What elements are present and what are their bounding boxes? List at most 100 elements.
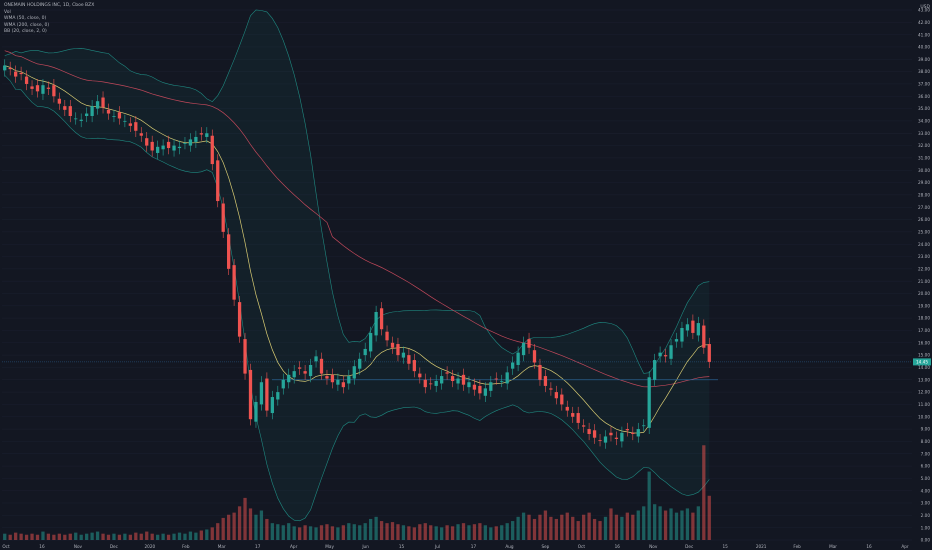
x-tick-label: 16 (39, 544, 45, 549)
volume-bar (494, 526, 498, 540)
volume-bar (663, 510, 668, 540)
candle-body (156, 146, 160, 153)
y-tick-label: 30.00 (918, 168, 930, 173)
candle-body (527, 339, 531, 348)
candle-body (166, 141, 171, 149)
volume-bar (19, 533, 23, 540)
x-tick-label: Feb (182, 544, 190, 549)
volume-bar (35, 534, 40, 540)
volume-bar (505, 523, 509, 540)
wma200-line (4, 50, 710, 388)
y-tick-label: 4.00 (921, 488, 931, 493)
x-tick-label: 15 (399, 544, 405, 549)
volume-bar (625, 512, 629, 540)
volume-bar (281, 525, 285, 540)
volume-bar (390, 522, 395, 540)
candle-body (702, 325, 706, 348)
candle-body (538, 364, 542, 380)
x-tick-label: 15 (723, 544, 729, 549)
candle-body (270, 397, 274, 414)
volume-bar (319, 525, 324, 540)
currency-label: USD (920, 4, 930, 10)
candle-body (57, 98, 61, 104)
wma50-line (4, 65, 710, 434)
y-tick-label: 13.00 (918, 377, 930, 382)
candle-body (46, 87, 51, 89)
candle-body (554, 392, 558, 399)
y-tick-label: 8.00 (921, 439, 931, 444)
y-tick-label: 20.00 (918, 291, 930, 296)
candle-body (467, 382, 471, 388)
volume-bar (188, 531, 193, 540)
candle-body (281, 379, 285, 389)
y-tick-label: 35.00 (918, 106, 930, 111)
volume-bar (41, 531, 45, 540)
volume-bar (259, 510, 264, 540)
candle-body (549, 388, 553, 390)
y-tick-label: 14.00 (918, 365, 930, 370)
x-tick-label: Nov (74, 544, 83, 549)
x-tick-label: Aug (505, 544, 514, 549)
candle-body (423, 379, 427, 388)
volume-bar (636, 510, 640, 540)
volume-bar (243, 497, 247, 540)
volume-bar (161, 533, 165, 540)
volume-bar (434, 526, 438, 540)
volume-bar (598, 521, 602, 540)
candle-body (603, 436, 608, 443)
candle-body (276, 392, 280, 400)
candle-body (161, 145, 165, 150)
candle-body (128, 123, 132, 126)
y-tick-label: 18.00 (918, 316, 930, 321)
candle-body (500, 381, 504, 382)
candle-body (63, 106, 67, 110)
volume-bar (516, 516, 520, 540)
candle-body (210, 135, 214, 165)
candle-body (631, 432, 635, 434)
y-tick-label: 16.00 (918, 340, 930, 345)
volume-bar (680, 510, 684, 540)
volume-bar (221, 517, 225, 540)
volume-bar (134, 532, 138, 540)
candle-body (401, 352, 406, 358)
volume-bar (128, 534, 132, 540)
volume-bar (592, 518, 597, 540)
volume-bar (669, 508, 673, 540)
candle-body (232, 265, 236, 300)
volume-bar (489, 527, 493, 540)
candle-body (3, 65, 7, 71)
x-tick-label: Jun (361, 544, 369, 549)
x-tick-label: Apr (290, 544, 298, 549)
x-tick-label: Mar (218, 544, 226, 549)
volume-bar (216, 523, 220, 540)
volume-bar (336, 527, 340, 540)
y-tick-label: 1.00 (921, 525, 931, 530)
volume-bar (620, 516, 624, 540)
x-tick-label: Mar (829, 544, 837, 549)
candle-body (325, 376, 329, 379)
volume-bar (325, 524, 329, 540)
candle-body (216, 160, 220, 202)
volume-bar (440, 527, 444, 540)
y-tick-label: 29.00 (918, 180, 930, 185)
x-tick-label: Nov (649, 544, 658, 549)
volume-bar (587, 512, 591, 540)
candle-body (265, 378, 269, 411)
x-tick-label: Sep (541, 544, 549, 549)
candle-body (461, 374, 466, 385)
volume-bar (396, 524, 400, 540)
y-tick-label: 5.00 (921, 476, 931, 481)
volume-bar (308, 526, 313, 540)
candle-body (532, 350, 537, 363)
candle-body (521, 342, 526, 356)
candle-body (341, 382, 345, 388)
legend-vol: Vol (4, 9, 11, 15)
candle-body (145, 138, 149, 146)
candle-body (614, 437, 619, 439)
x-tick-label: May (325, 544, 334, 549)
candle-body (259, 382, 264, 405)
volume-bar (210, 527, 214, 540)
x-tick-label: Apr (901, 544, 909, 549)
bb-band-fill (4, 9, 710, 521)
